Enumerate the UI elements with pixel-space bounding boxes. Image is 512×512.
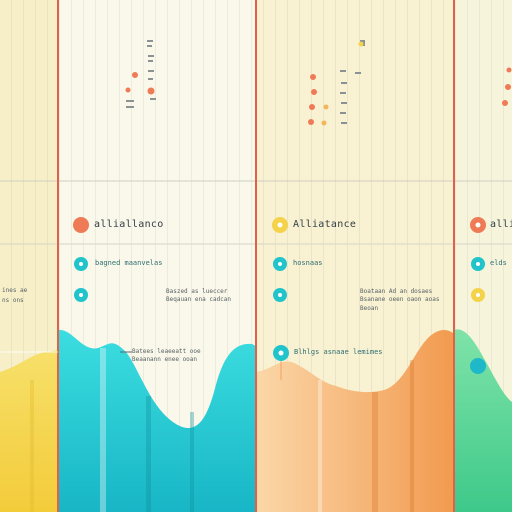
teal-wave [58,329,256,512]
bullet-dot-icon [470,358,486,374]
panel-3-wave-label: Blhlgs asnaae lemimes [294,348,383,356]
panel-2-title: alliallanco [94,219,164,230]
panel-3-title: Alliatance [293,219,357,230]
yellow-wave [0,350,58,512]
orange-dot-icon [73,217,89,233]
panel-1-note-top: ines ae [2,287,28,294]
panel-3-subtitle: hosnaas [293,259,323,267]
panel-2-subtitle: bagned maanvelas [95,259,163,267]
panel-3-note-bottom: Beoan [360,305,379,312]
green-wave [454,329,512,512]
orange-wave [256,330,454,512]
panel-4-dot-cluster [502,67,512,106]
panel-3-note-mid: Bsanane oeen oaon aoas [360,296,440,303]
panel-3-dot-cluster [308,40,365,126]
panel-4-title: alli [490,219,512,230]
panel-2-note-bottom: Beqauan ena cadcan [166,296,232,303]
panel-2-dot-cluster [125,40,156,108]
panel-2-wave-note-top: Batees leaeeatt ooe [132,348,201,355]
panel-2-wave-note-bottom: Beaanann enee ooan [132,356,198,363]
panel-2-note-top: Baszed as lueccer [166,288,228,295]
panel-4-subtitle: elds [490,259,507,267]
panel-3-note-top: Boataan Ad an dosaes [360,288,433,295]
panel-1-note-bottom: ns ons [2,297,24,304]
